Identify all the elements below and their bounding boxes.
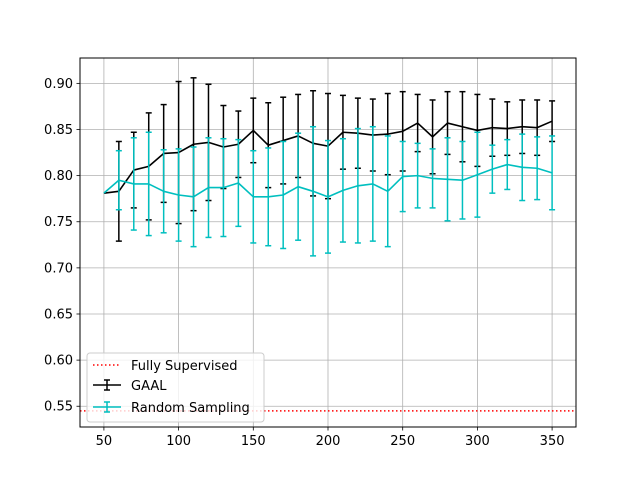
legend-label-fully-supervised: Fully Supervised xyxy=(131,359,237,374)
legend-box xyxy=(86,352,265,423)
x-tick-label: 300 xyxy=(465,434,490,449)
x-tick-label: 350 xyxy=(540,434,565,449)
y-tick-label: 0.80 xyxy=(44,169,73,184)
legend-swatch-gaal xyxy=(93,379,121,391)
x-tick-label: 100 xyxy=(166,434,191,449)
x-tick-label: 200 xyxy=(316,434,341,449)
x-tick-label: 150 xyxy=(241,434,266,449)
x-tick-label: 250 xyxy=(390,434,415,449)
series-random-sampling xyxy=(103,125,556,257)
legend-swatch-random-sampling xyxy=(93,401,121,413)
y-tick-label: 0.70 xyxy=(44,261,73,276)
y-tick-label: 0.55 xyxy=(44,400,73,415)
legend: Fully Supervised GAAL Random Sampling xyxy=(86,352,265,423)
y-tick-label: 0.75 xyxy=(44,215,73,230)
x-tick-label: 50 xyxy=(96,434,113,449)
legend-label-random-sampling: Random Sampling xyxy=(131,401,250,416)
axis-ticks: 50 100 150 200 250 300 350 0.55 0.60 0.65 0.70 0.75… xyxy=(44,77,564,449)
y-tick-label: 0.85 xyxy=(44,123,73,138)
series-gaal xyxy=(103,77,556,242)
series-group xyxy=(103,77,556,257)
y-tick-label: 0.90 xyxy=(44,77,73,92)
legend-label-gaal: GAAL xyxy=(131,379,167,394)
y-tick-label: 0.60 xyxy=(44,354,73,369)
y-tick-label: 0.65 xyxy=(44,307,73,322)
